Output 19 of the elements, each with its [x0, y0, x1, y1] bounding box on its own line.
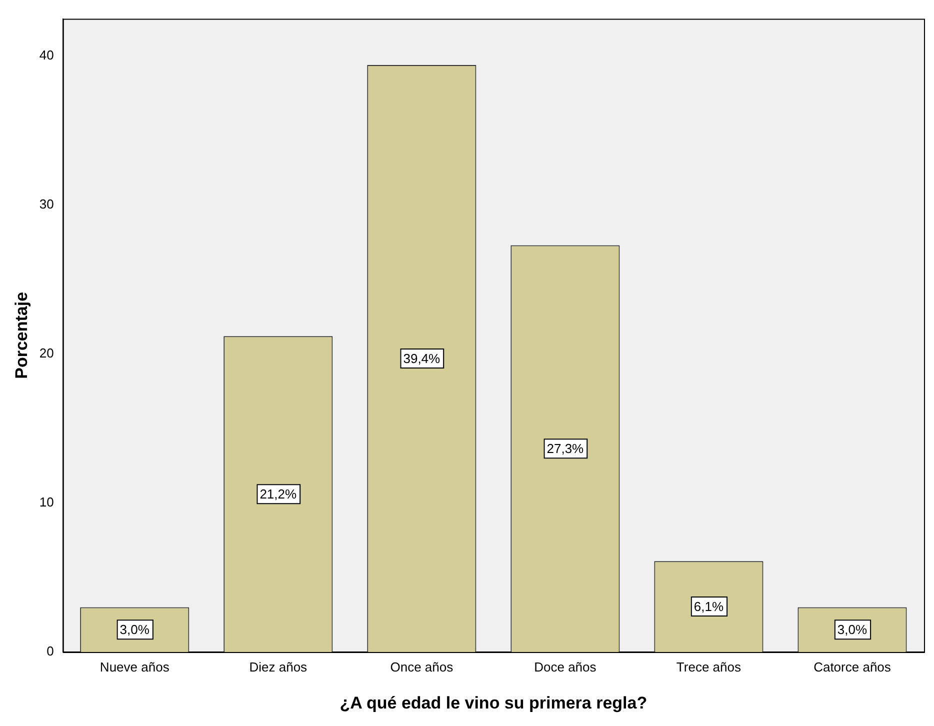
data-label: 21,2%	[260, 486, 298, 502]
x-tick-label: Doce años	[534, 659, 597, 674]
y-tick-label: 30	[39, 196, 54, 212]
data-label: 27,3%	[546, 441, 584, 456]
y-tick-label: 40	[39, 48, 54, 63]
y-tick-label: 0	[46, 644, 54, 659]
y-axis-title: Porcentaje	[12, 292, 31, 379]
data-label: 6,1%	[694, 599, 724, 614]
y-tick-label: 20	[39, 346, 54, 361]
x-tick-label: Diez años	[249, 659, 308, 674]
x-axis-title: ¿A qué edad le vino su primera regla?	[340, 693, 648, 712]
y-tick-label: 10	[39, 494, 54, 510]
x-tick-label: Once años	[390, 659, 454, 674]
x-tick-label: Catorce años	[814, 659, 892, 674]
data-label: 39,4%	[403, 351, 441, 366]
data-label: 3,0%	[837, 622, 868, 638]
x-tick-label: Nueve años	[100, 659, 170, 674]
x-tick-label: Trece años	[676, 659, 742, 674]
data-label: 3,0%	[120, 622, 150, 638]
